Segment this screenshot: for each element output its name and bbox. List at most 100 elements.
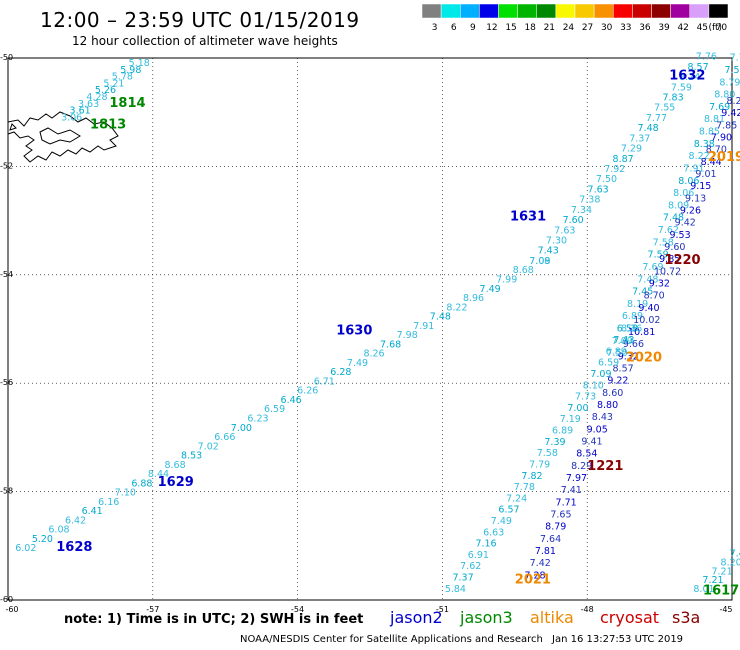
colorbar-legend: 3 6 9 12 15 18 21 24 27 30 33 36 39 42 45 70(ft)	[422, 4, 728, 33]
swh-value: 3.63	[78, 99, 99, 110]
swh-value: 7.50	[607, 348, 628, 359]
lon-tick-label: -45	[719, 605, 732, 614]
legend-s3a: s3a	[672, 608, 701, 627]
swh-value: 5.21	[103, 78, 124, 89]
swh-value: 7.65	[550, 510, 571, 521]
chart-title: 12:00 – 23:59 UTC 01/15/2019	[40, 8, 360, 32]
swh-value: 7.09	[529, 256, 550, 267]
swh-value: 6.88	[131, 478, 152, 489]
swh-value: 8.57	[687, 62, 708, 73]
legend-jason2: jason2	[390, 608, 443, 627]
colorbar-label: 39	[658, 23, 670, 33]
swh-value: 8.01	[693, 584, 714, 595]
swh-value: 6.26	[297, 386, 318, 397]
inner-island-outline	[39, 127, 81, 145]
swh-value: 7.62	[658, 225, 679, 236]
swh-value: 9.66	[623, 339, 644, 350]
swh-value: 8.70	[644, 291, 665, 302]
swh-value: 3.06	[61, 112, 82, 123]
swh-value: 6.89	[552, 426, 573, 437]
swh-value: 8.22	[689, 151, 710, 162]
swh-value: 7.58	[537, 448, 558, 459]
swh-value: 7.28	[524, 570, 545, 581]
islet-outline	[9, 123, 17, 131]
track-id-label: 2019	[708, 150, 740, 165]
swh-value: 7.97	[566, 473, 587, 484]
swh-value: 7.59	[648, 250, 669, 261]
colorbar-label: 42	[677, 23, 688, 33]
lat-tick-label: -58	[0, 487, 13, 496]
lon-tick-label: -60	[5, 605, 18, 614]
swh-value: 6.08	[48, 525, 69, 536]
swh-value: 7.73	[575, 392, 596, 403]
swh-value: 8.96	[463, 293, 484, 304]
colorbar-label: 30	[601, 23, 613, 33]
swh-value: 8.60	[602, 388, 623, 399]
swh-value: 5.84	[445, 584, 466, 595]
lat-tick-label: -52	[0, 161, 13, 170]
swh-value: 8.10	[583, 380, 604, 391]
swh-value: 7.69	[709, 102, 730, 113]
swh-value: 8.85	[699, 127, 720, 138]
swh-value: 6.23	[247, 413, 268, 424]
swh-value: 8.21	[726, 96, 740, 107]
colorbar-label: 36	[639, 23, 651, 33]
swh-value: 7.00	[231, 423, 252, 434]
swh-value: 9.22	[607, 376, 628, 387]
swh-value: 7.90	[711, 132, 732, 143]
map-frame	[7, 57, 733, 601]
swh-value: 7.59	[724, 65, 740, 76]
swh-value: 7.85	[716, 120, 737, 131]
legend-jason3: jason3	[460, 608, 513, 627]
swh-value: 8.22	[446, 302, 467, 313]
track-id-label: 1629	[158, 475, 194, 490]
colorbar-swatch-70	[708, 4, 728, 19]
colorbar-label: 3	[432, 23, 438, 33]
colorbar-label: 70	[716, 23, 728, 33]
swh-value: 7.72	[730, 53, 740, 64]
swh-value: 7.79	[529, 459, 550, 470]
swh-value: 7.49	[347, 358, 368, 369]
colorbar-label: 33	[620, 23, 631, 33]
swh-value: 6.41	[82, 506, 103, 517]
swh-value: 5.20	[32, 534, 53, 545]
swh-value: 8.26	[363, 349, 384, 360]
swh-value: 7.37	[629, 133, 650, 144]
colorbar-label: 21	[544, 23, 555, 33]
track-id-label: 1632	[669, 69, 705, 84]
swh-value: 7.09	[590, 369, 611, 380]
track-id-label: 1221	[587, 459, 623, 474]
swh-value: 7.48	[637, 274, 658, 285]
swh-value: 7.60	[563, 215, 584, 226]
swh-value: 7.76	[696, 52, 717, 63]
colorbar-label: 12	[486, 23, 497, 33]
swh-value: 8.36	[621, 324, 642, 335]
swh-value: 10.72	[654, 266, 681, 277]
swh-value: 6.59	[598, 358, 619, 369]
swh-value: 7.00	[567, 403, 588, 414]
swh-value: 6.71	[314, 376, 335, 387]
swh-value: 9.40	[638, 303, 659, 314]
lat-tick-label: -60	[0, 595, 13, 604]
swh-value: 9.42	[675, 218, 696, 229]
swh-value: 8.81	[704, 114, 725, 125]
swh-value: 8.19	[627, 299, 648, 310]
lon-tick-label: -48	[581, 605, 594, 614]
graticule	[8, 58, 732, 600]
swh-value: 7.98	[397, 330, 418, 341]
swh-value: 5.78	[112, 72, 133, 83]
swh-value: 7.19	[560, 414, 581, 425]
swh-value: 9.53	[669, 230, 690, 241]
swh-value: 9.60	[664, 242, 685, 253]
swh-value: 9.41	[581, 437, 602, 448]
swh-value: 7.21	[711, 566, 732, 577]
swh-value: 7.82	[521, 471, 542, 482]
swh-value: 5.26	[95, 85, 116, 96]
track-id-label: 1220	[664, 253, 700, 268]
swh-value: 10.81	[628, 327, 655, 338]
swh-value: 7.43	[538, 246, 559, 257]
chart-subtitle: 12 hour collection of altimeter wave hei…	[72, 34, 338, 48]
swh-value: 7.71	[556, 497, 577, 508]
swh-value: 7.58	[653, 237, 674, 248]
swh-value: 8.06	[678, 176, 699, 187]
